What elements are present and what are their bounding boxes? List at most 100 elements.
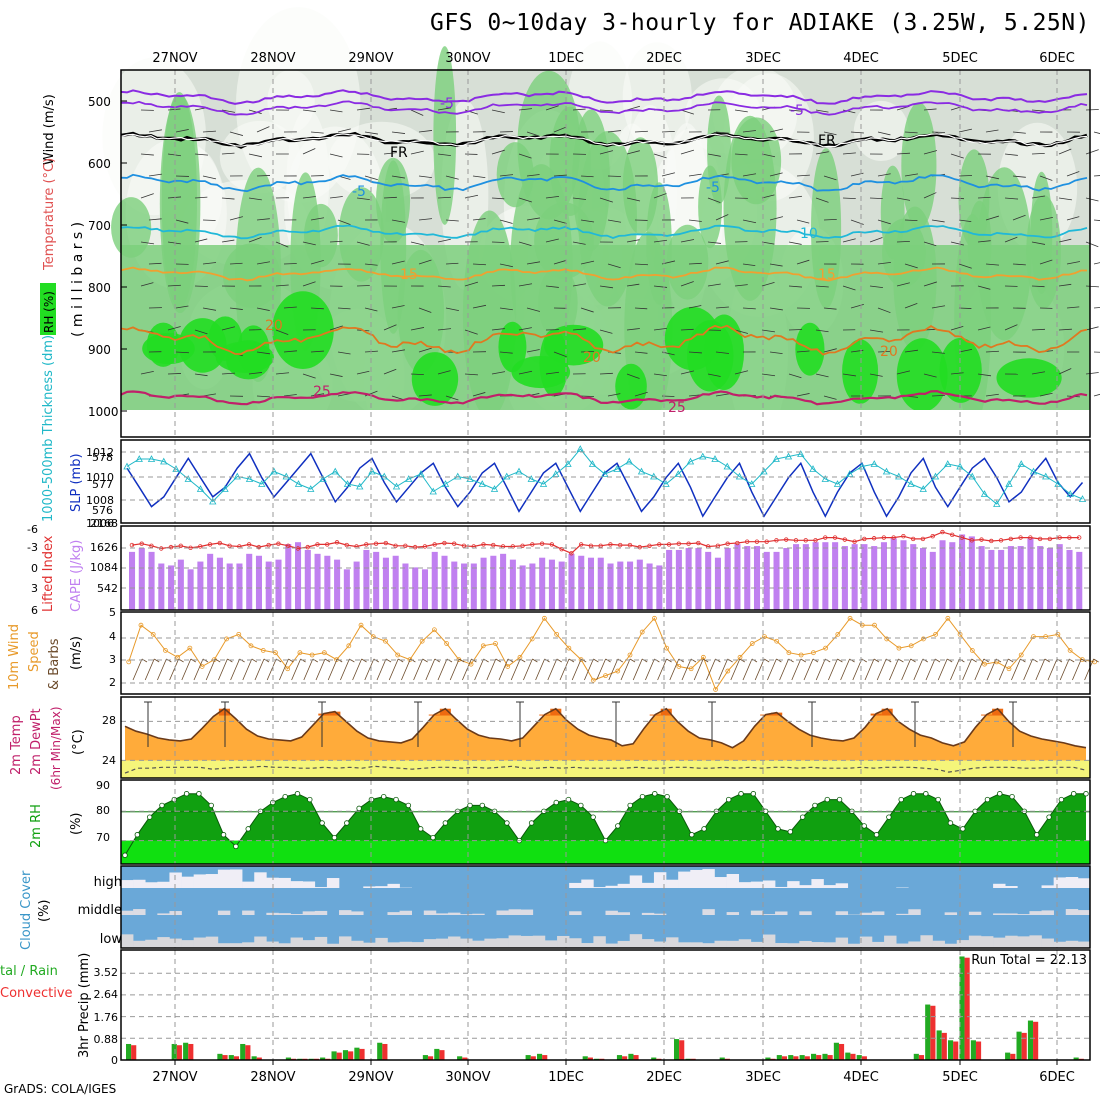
lifted-index-marker — [930, 534, 935, 539]
cloud-middle — [133, 909, 146, 915]
rh-moist-area — [976, 167, 1032, 341]
wind10-barb — [645, 658, 655, 681]
wind-barb — [823, 307, 837, 310]
wind-barb — [904, 219, 918, 222]
cloud-high — [605, 885, 618, 888]
precip-total-bar — [217, 1053, 223, 1060]
rh-dry-area — [853, 100, 909, 162]
precip-total-bar — [948, 1040, 954, 1060]
wind-barb — [788, 285, 803, 288]
rh2m-marker — [208, 802, 214, 809]
wind-barb — [464, 194, 479, 199]
wind-barb — [923, 108, 937, 111]
cape-bar — [1027, 538, 1034, 610]
rh-moist-area — [380, 160, 407, 334]
lifted-index-marker — [891, 535, 896, 540]
wind-speed-marker — [603, 673, 608, 679]
cloud-high — [302, 881, 316, 888]
cloud-high — [750, 881, 764, 888]
lifted-index-marker — [198, 544, 203, 549]
lifted-index-marker — [764, 539, 769, 544]
precip-convective-bar — [850, 1053, 856, 1060]
wind10-barb — [571, 658, 582, 681]
lifted-index-marker — [578, 542, 584, 547]
wind-barb — [742, 173, 757, 177]
cape-bar — [168, 565, 175, 610]
cloud-low — [314, 936, 328, 948]
cape-bar — [343, 569, 350, 610]
cape-bar — [646, 563, 653, 610]
cape-bar — [597, 557, 604, 610]
wind-barb — [877, 307, 891, 314]
wind-barb — [815, 373, 829, 378]
wind-barb — [1085, 197, 1099, 202]
cape-bar — [763, 551, 770, 610]
wind10-barb — [327, 658, 338, 681]
wind-barb — [1058, 368, 1072, 375]
date-label-bottom: 28NOV — [250, 1070, 295, 1085]
rh-saturated-area — [215, 341, 274, 373]
wind10-barb — [950, 658, 960, 681]
date-label-bottom: 6DEC — [1039, 1070, 1075, 1085]
date-label-top: 3DEC — [745, 51, 781, 66]
cape-bar — [1037, 546, 1044, 610]
lifted-index-marker — [530, 542, 535, 547]
rh2m-marker — [1034, 832, 1040, 838]
wind-barb — [229, 307, 243, 310]
wind-barb — [167, 241, 181, 245]
cloud-high — [121, 880, 134, 888]
cape-bar — [187, 569, 194, 610]
lifted-index-marker — [276, 541, 281, 546]
precip-total-bar — [1016, 1031, 1022, 1060]
cloud-low — [847, 943, 861, 948]
wind-barb — [391, 349, 406, 353]
cloud-low — [726, 940, 740, 948]
precip-convective-bar — [439, 1050, 445, 1060]
wind-barb — [842, 152, 856, 155]
wind-barb — [572, 108, 586, 111]
lifted-index-marker — [862, 536, 867, 542]
lifted-index-marker — [696, 540, 701, 546]
cloud-high — [363, 886, 376, 888]
lifted-index-marker — [627, 542, 633, 548]
rh2m-marker — [146, 814, 153, 820]
thickness-marker — [686, 457, 695, 465]
ylabel-cloud: Cloud Cover — [19, 870, 34, 950]
contour-label: 20 — [880, 344, 898, 360]
cloud-middle — [423, 910, 437, 915]
wind-speed-marker — [1006, 666, 1012, 672]
wind-barb — [815, 109, 829, 113]
cloud-panel-frame — [120, 865, 1091, 949]
ylabel-wind-unit: (m/s) — [69, 636, 84, 670]
rh2m-marker — [898, 796, 904, 803]
cloud-low — [908, 941, 921, 948]
wind-barb — [391, 131, 406, 134]
wind-barb — [167, 196, 182, 199]
thickness-marker — [821, 475, 829, 482]
thickness-marker — [405, 475, 413, 482]
wind-speed-marker — [150, 631, 156, 637]
wind-barb — [742, 307, 756, 310]
wind-barb — [526, 349, 540, 353]
wind-barb — [769, 307, 783, 311]
wind-barb — [256, 307, 270, 311]
precip-convective-bar — [348, 1051, 354, 1060]
pressure-tick-label: 1000 — [88, 405, 119, 419]
pressure-tick-label: 600 — [88, 157, 111, 171]
precip-total-bar — [788, 1055, 794, 1060]
precip-tick-label: 0.88 — [94, 1033, 119, 1046]
wind-barb — [302, 281, 316, 287]
wind-barb — [545, 238, 559, 243]
ylabel-cape: CAPE (J/kg) — [69, 540, 84, 612]
precip-convective-bar — [222, 1055, 228, 1060]
wind-barb — [599, 285, 614, 289]
wind-barb — [707, 153, 721, 157]
rh2m-marker — [738, 791, 744, 797]
wind-barb — [545, 285, 559, 288]
cloud-low — [678, 942, 691, 948]
rh-moist-area — [731, 117, 782, 205]
wind-barb — [599, 329, 613, 334]
wind-tick-label: 5 — [109, 606, 116, 619]
cape-bar — [998, 549, 1005, 610]
cape-tick-label: 2168 — [90, 517, 118, 530]
